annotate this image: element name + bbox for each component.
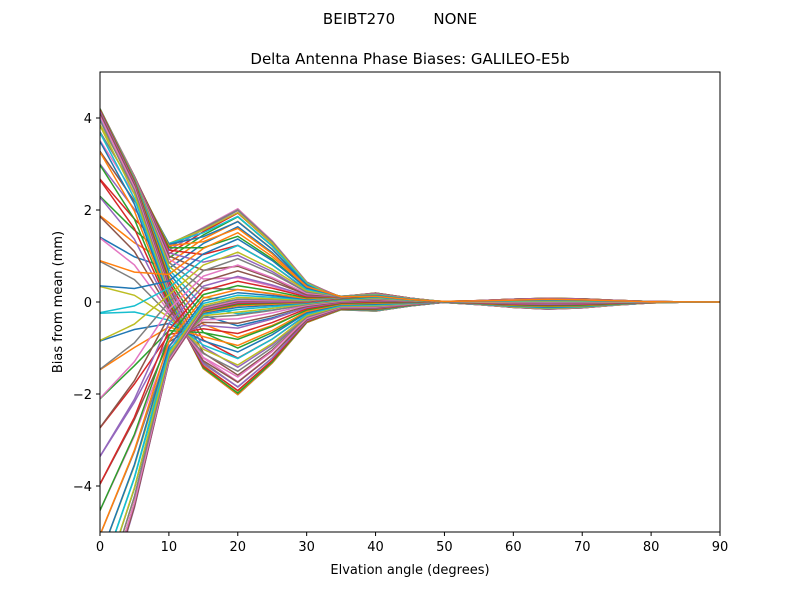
- series-line-10: [100, 119, 720, 305]
- x-tick-label: 10: [161, 540, 178, 555]
- y-tick-label: 0: [84, 296, 92, 311]
- y-tick-label: 4: [84, 112, 92, 127]
- y-tick-label: −4: [73, 480, 92, 495]
- series-line-12: [100, 112, 720, 306]
- x-tick-label: 60: [505, 540, 522, 555]
- y-tick-label: −2: [73, 388, 92, 403]
- series-line-7: [100, 140, 720, 303]
- series-line-14: [100, 109, 720, 308]
- x-tick-label: 70: [574, 540, 591, 555]
- series-line-33: [100, 164, 720, 395]
- x-tick-label: 90: [712, 540, 729, 555]
- series-line-17: [100, 108, 720, 310]
- y-axis: −4 −2 0 2 4: [73, 112, 100, 495]
- series-line-21: [100, 108, 720, 327]
- x-tick-label: 80: [643, 540, 660, 555]
- series-line-15: [100, 108, 720, 309]
- y-axis-label: Bias from mean (mm): [51, 231, 66, 373]
- x-tick-label: 50: [436, 540, 453, 555]
- x-tick-label: 0: [96, 540, 104, 555]
- x-axis-label: Elvation angle (degrees): [330, 563, 489, 578]
- series-line-16: [100, 108, 720, 309]
- series-line-18: [100, 108, 720, 310]
- series-line-11: [100, 115, 720, 306]
- x-tick-label: 40: [367, 540, 384, 555]
- series-line-8: [100, 131, 720, 303]
- chart-suptitle: BEIBT270 NONE: [323, 10, 477, 28]
- series-layer: [100, 108, 720, 532]
- series-line-13: [100, 110, 720, 307]
- series-line-20: [100, 108, 720, 315]
- series-line-9: [100, 124, 720, 304]
- y-tick-label: 2: [84, 204, 92, 219]
- series-line-29: [100, 125, 720, 392]
- series-line-72: [100, 231, 720, 303]
- series-line-30: [100, 132, 720, 395]
- x-tick-label: 30: [298, 540, 315, 555]
- series-line-4: [100, 178, 720, 303]
- series-line-23: [100, 109, 720, 349]
- chart-title: Delta Antenna Phase Biases: GALILEO-E5b: [250, 50, 569, 68]
- x-axis: 0 10 20 30 40 50 60 70 80 90: [96, 532, 728, 555]
- x-tick-label: 20: [230, 540, 247, 555]
